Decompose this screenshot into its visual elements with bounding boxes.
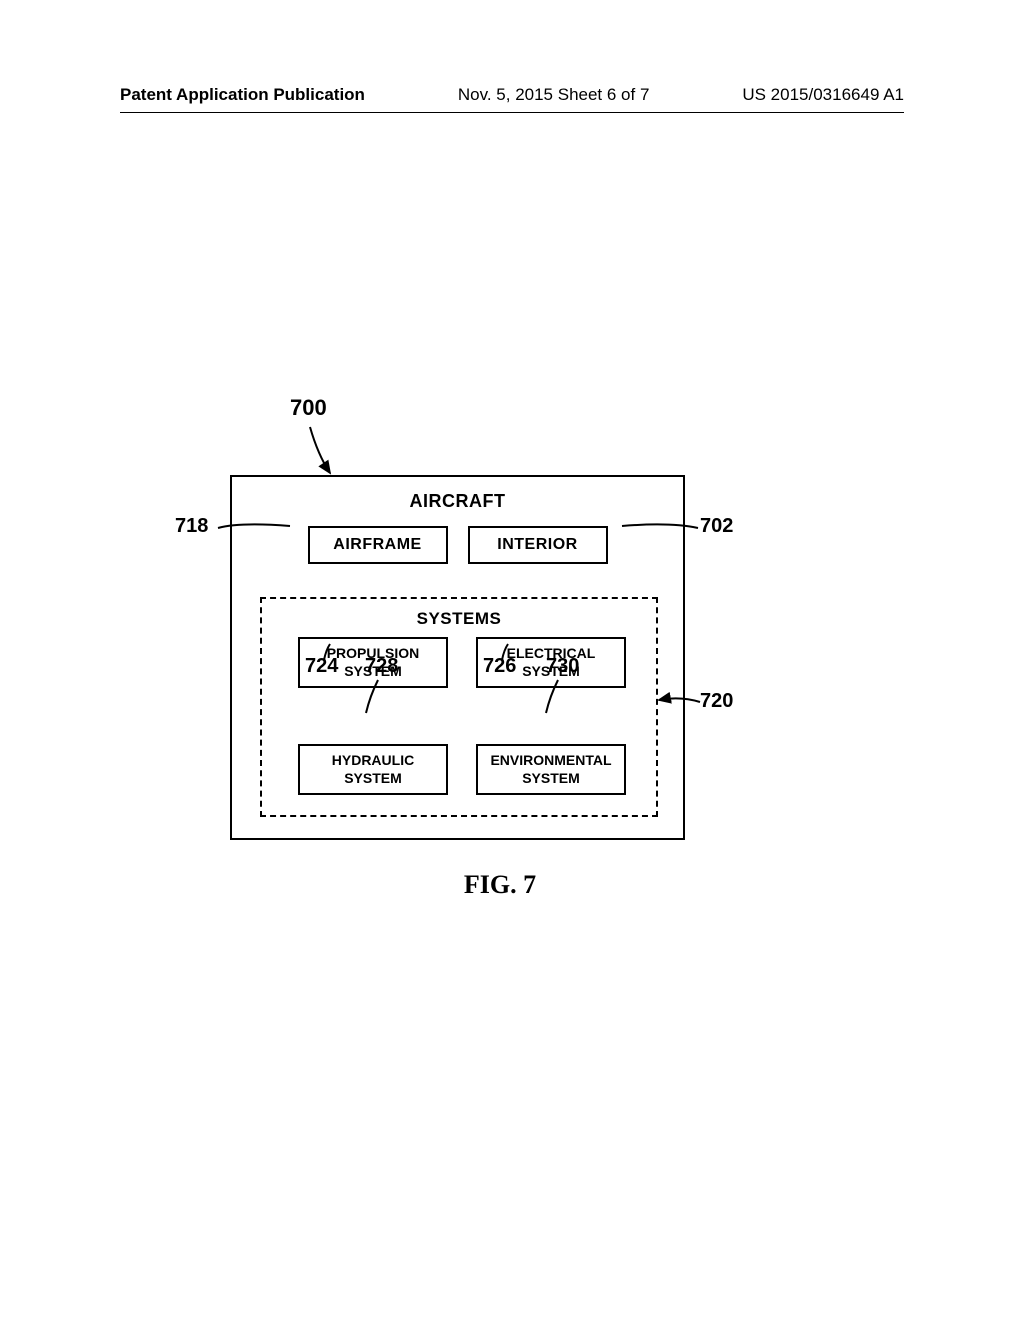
interior-box: INTERIOR bbox=[468, 526, 608, 564]
ref-728: 728 bbox=[365, 655, 398, 678]
aircraft-title: AIRCRAFT bbox=[232, 491, 683, 512]
header-left: Patent Application Publication bbox=[120, 85, 365, 105]
ref-702: 702 bbox=[700, 515, 733, 538]
systems-dashed-box: SYSTEMS PROPULSION SYSTEM ELECTRICAL SYS… bbox=[260, 597, 658, 817]
top-row: AIRFRAME INTERIOR bbox=[232, 526, 683, 564]
figure-caption: FIG. 7 bbox=[200, 870, 800, 900]
systems-title: SYSTEMS bbox=[262, 609, 656, 629]
ref-700: 700 bbox=[290, 395, 327, 421]
ref-718: 718 bbox=[175, 515, 208, 538]
ref-726: 726 bbox=[483, 655, 516, 678]
ref-700-leader bbox=[308, 425, 348, 480]
ref-730: 730 bbox=[546, 655, 579, 678]
header-center: Nov. 5, 2015 Sheet 6 of 7 bbox=[458, 85, 650, 105]
airframe-box: AIRFRAME bbox=[308, 526, 448, 564]
header-right: US 2015/0316649 A1 bbox=[742, 85, 904, 105]
hydraulic-box: HYDRAULIC SYSTEM bbox=[298, 744, 448, 795]
environmental-box: ENVIRONMENTAL SYSTEM bbox=[476, 744, 626, 795]
aircraft-outer-box: AIRCRAFT AIRFRAME INTERIOR SYSTEMS PROPU… bbox=[230, 475, 685, 840]
ref-724: 724 bbox=[305, 655, 338, 678]
hydraulic-l2: SYSTEM bbox=[344, 770, 402, 786]
environmental-l1: ENVIRONMENTAL bbox=[490, 752, 611, 768]
ref-720: 720 bbox=[700, 690, 733, 713]
hydraulic-l1: HYDRAULIC bbox=[332, 752, 414, 768]
header-rule bbox=[120, 112, 904, 113]
environmental-l2: SYSTEM bbox=[522, 770, 580, 786]
page-header: Patent Application Publication Nov. 5, 2… bbox=[0, 85, 1024, 105]
